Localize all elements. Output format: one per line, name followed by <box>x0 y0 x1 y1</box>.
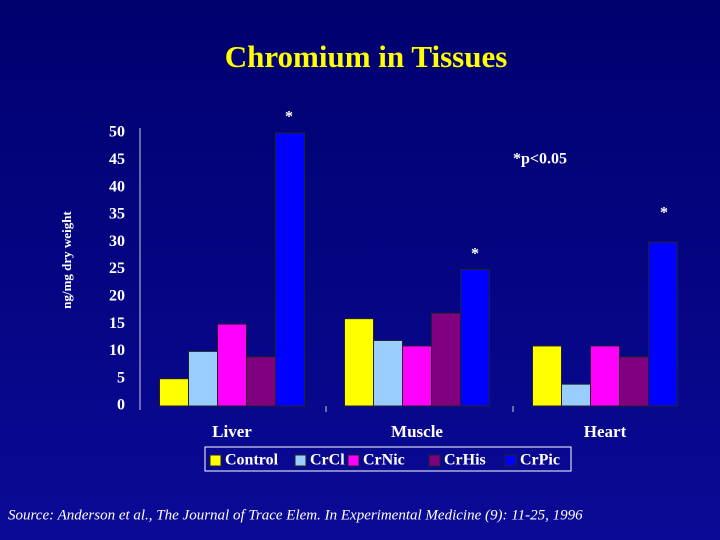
legend-swatch <box>428 454 441 467</box>
bar <box>217 323 247 407</box>
annotation: * <box>660 205 668 222</box>
y-tick-label: 35 <box>109 206 125 223</box>
x-tick-label: Liver <box>212 422 252 441</box>
y-tick-label: 25 <box>109 260 125 277</box>
y-tick-label: 30 <box>109 233 125 250</box>
x-tick-label: Heart <box>584 422 627 441</box>
y-tick-label: 40 <box>109 178 125 195</box>
annotation: * <box>285 109 293 126</box>
bar <box>246 356 276 407</box>
legend-label: CrCl <box>310 452 345 469</box>
legend-label: Control <box>225 452 279 469</box>
legend-label: CrNic <box>363 452 405 469</box>
annotation: *p<0.05 <box>513 151 567 168</box>
bar <box>532 345 562 407</box>
y-tick-label: 5 <box>117 369 125 386</box>
bar <box>188 350 218 407</box>
legend-swatch <box>209 454 222 467</box>
source: Source: Anderson et al., The Journal of … <box>8 507 583 523</box>
y-tick-label: 15 <box>109 315 125 332</box>
bar <box>159 378 189 407</box>
y-tick-label: 0 <box>117 397 125 414</box>
x-tick-label: Muscle <box>391 422 443 441</box>
chart-title: Chromium in Tissues <box>225 39 508 74</box>
y-tick-label: 50 <box>109 124 125 141</box>
bar <box>373 339 403 407</box>
y-tick-label: 20 <box>109 287 125 304</box>
bar <box>344 318 374 407</box>
bar <box>590 345 620 407</box>
bar <box>619 356 649 407</box>
bar <box>648 241 678 407</box>
bar <box>431 312 461 407</box>
y-axis-label: ng/mg dry weight <box>59 211 74 309</box>
legend-swatch <box>347 454 360 467</box>
legend-label: CrPic <box>520 452 560 469</box>
legend-swatch <box>504 454 517 467</box>
annotation: * <box>471 246 479 263</box>
bar <box>460 269 490 407</box>
y-tick-label: 45 <box>109 151 125 168</box>
bar <box>275 132 305 407</box>
bar <box>561 383 591 407</box>
y-tick-label: 10 <box>109 342 125 359</box>
legend-swatch <box>294 454 307 467</box>
legend-box <box>204 446 572 472</box>
legend-label: CrHis <box>444 452 486 469</box>
bar <box>402 345 432 407</box>
